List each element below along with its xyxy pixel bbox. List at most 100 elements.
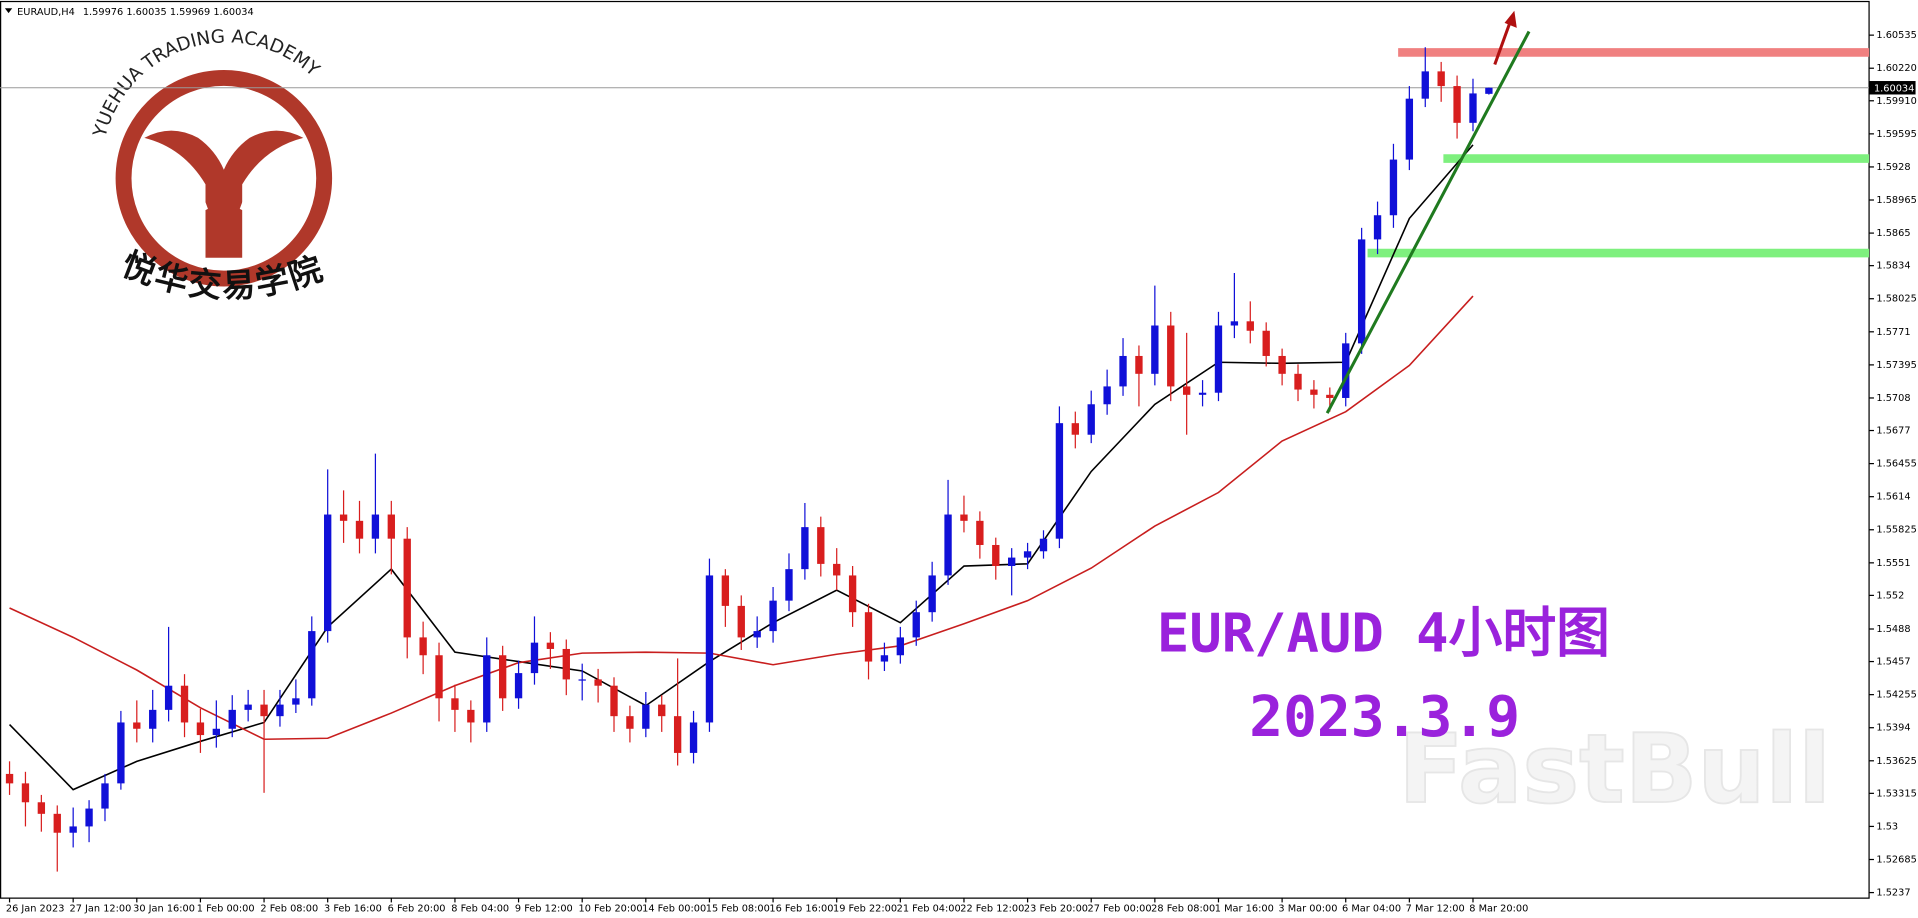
candle-body xyxy=(1405,98,1414,160)
y-tick-label: 1.5834 xyxy=(1876,261,1910,272)
candle-body xyxy=(944,514,952,576)
symbol: EURAUD,H4 xyxy=(17,7,75,18)
y-tick-label: 1.53 xyxy=(1876,821,1898,832)
candle-body xyxy=(1485,87,1493,94)
candle-body xyxy=(117,722,125,784)
candle-body xyxy=(212,728,221,736)
candle-body xyxy=(960,514,968,521)
candle-body xyxy=(1151,325,1159,374)
y-tick-label: 1.58965 xyxy=(1876,195,1916,206)
arrow-head xyxy=(1504,10,1517,28)
candle-body xyxy=(1023,551,1032,558)
header: EURAUD,H4 1.59976 1.60035 1.59969 1.6003… xyxy=(17,7,254,18)
candle-body xyxy=(451,698,459,710)
y-tick-label: 1.5677 xyxy=(1876,426,1910,437)
y-tick-label: 1.5457 xyxy=(1876,657,1910,668)
x-tick-label: 22 Feb 12:00 xyxy=(960,904,1024,915)
annotation-title: EUR/AUD 4小时图 xyxy=(1157,602,1610,665)
candle-body xyxy=(53,813,61,833)
y-tick-label: 1.60220 xyxy=(1876,63,1916,74)
candle-body xyxy=(1008,557,1016,566)
candle-body xyxy=(1389,159,1398,216)
y-tick-label: 1.5928 xyxy=(1876,162,1910,173)
candle-body xyxy=(1294,373,1302,390)
candle-body xyxy=(1039,538,1048,552)
candle-body xyxy=(546,642,555,649)
candle-body xyxy=(737,605,745,638)
candle-body xyxy=(483,655,491,723)
y-tick-label: 1.54255 xyxy=(1876,690,1916,701)
y-tick-label: 1.55825 xyxy=(1876,525,1916,536)
x-tick-label: 23 Feb 20:00 xyxy=(1024,904,1088,915)
candle-body xyxy=(1071,423,1079,435)
candle-body xyxy=(1230,321,1239,326)
y-tick-label: 1.57395 xyxy=(1876,360,1916,371)
x-tick-label: 16 Feb 16:00 xyxy=(769,904,833,915)
candle-body xyxy=(149,709,157,729)
candle-body xyxy=(467,709,475,723)
candle-body xyxy=(419,637,427,656)
candle-body xyxy=(180,685,189,723)
candle-body xyxy=(801,527,809,570)
annotation-date: 2023.3.9 xyxy=(1249,685,1520,750)
candle-body xyxy=(658,704,666,717)
candle-body xyxy=(1214,325,1223,393)
candle-body xyxy=(530,642,539,674)
price-label-box xyxy=(1869,81,1916,95)
candle-body xyxy=(228,709,236,729)
candle-body xyxy=(578,679,586,681)
candle-body xyxy=(1246,321,1254,331)
logo-symbol-cut xyxy=(163,159,284,215)
candle-body xyxy=(1357,239,1366,344)
candle-body xyxy=(196,722,205,736)
candle-body xyxy=(21,783,30,803)
candle-body xyxy=(1055,423,1064,539)
y-tick-label: 1.53315 xyxy=(1876,788,1916,799)
x-tick-label: 1 Mar 16:00 xyxy=(1215,904,1274,915)
candle-body xyxy=(896,637,905,656)
y-tick-label: 1.5708 xyxy=(1876,393,1910,404)
candle-body xyxy=(244,704,252,710)
plot-frame xyxy=(0,0,1870,899)
header-close: 1.60034 xyxy=(213,7,253,18)
candle-body xyxy=(705,575,714,723)
candle-body xyxy=(562,648,570,680)
y-tick-label: 1.52685 xyxy=(1876,855,1916,866)
candle-body xyxy=(594,679,602,686)
logo-ring xyxy=(115,70,333,287)
candle-body xyxy=(308,631,316,699)
x-tick-label: 21 Feb 04:00 xyxy=(897,904,961,915)
candle-body xyxy=(101,783,109,809)
candle-body xyxy=(785,569,793,601)
header-high: 1.60035 xyxy=(126,7,166,18)
x-tick-label: 9 Feb 12:00 xyxy=(515,904,573,915)
candle-body xyxy=(85,808,93,827)
x-tick-label: 8 Feb 04:00 xyxy=(451,904,509,915)
y-tick-label: 1.552 xyxy=(1876,590,1904,601)
candle-body xyxy=(1469,93,1477,123)
x-tick-label: 2 Feb 08:00 xyxy=(260,904,318,915)
candle-body xyxy=(276,704,284,717)
candle-body xyxy=(5,773,14,784)
header-low: 1.59969 xyxy=(170,7,210,18)
candle-body xyxy=(69,826,77,833)
candle-body xyxy=(673,716,682,753)
y-tick-label: 1.53625 xyxy=(1876,756,1916,767)
candle-body xyxy=(626,716,634,729)
y-tick-label: 1.5865 xyxy=(1876,228,1910,239)
x-tick-label: 26 Jan 2023 xyxy=(6,904,65,915)
y-tick-label: 1.60535 xyxy=(1876,30,1916,41)
candle-body xyxy=(324,514,332,632)
candle-body xyxy=(1278,355,1286,374)
x-tick-label: 7 Mar 12:00 xyxy=(1406,904,1465,915)
candle-body xyxy=(1167,325,1175,387)
candle-body xyxy=(498,655,507,699)
candle-body xyxy=(769,600,777,632)
candle-body xyxy=(1087,404,1095,435)
candle-body xyxy=(1421,71,1429,99)
x-tick-label: 28 Feb 08:00 xyxy=(1151,904,1215,915)
y-tick-label: 1.59910 xyxy=(1876,96,1916,107)
